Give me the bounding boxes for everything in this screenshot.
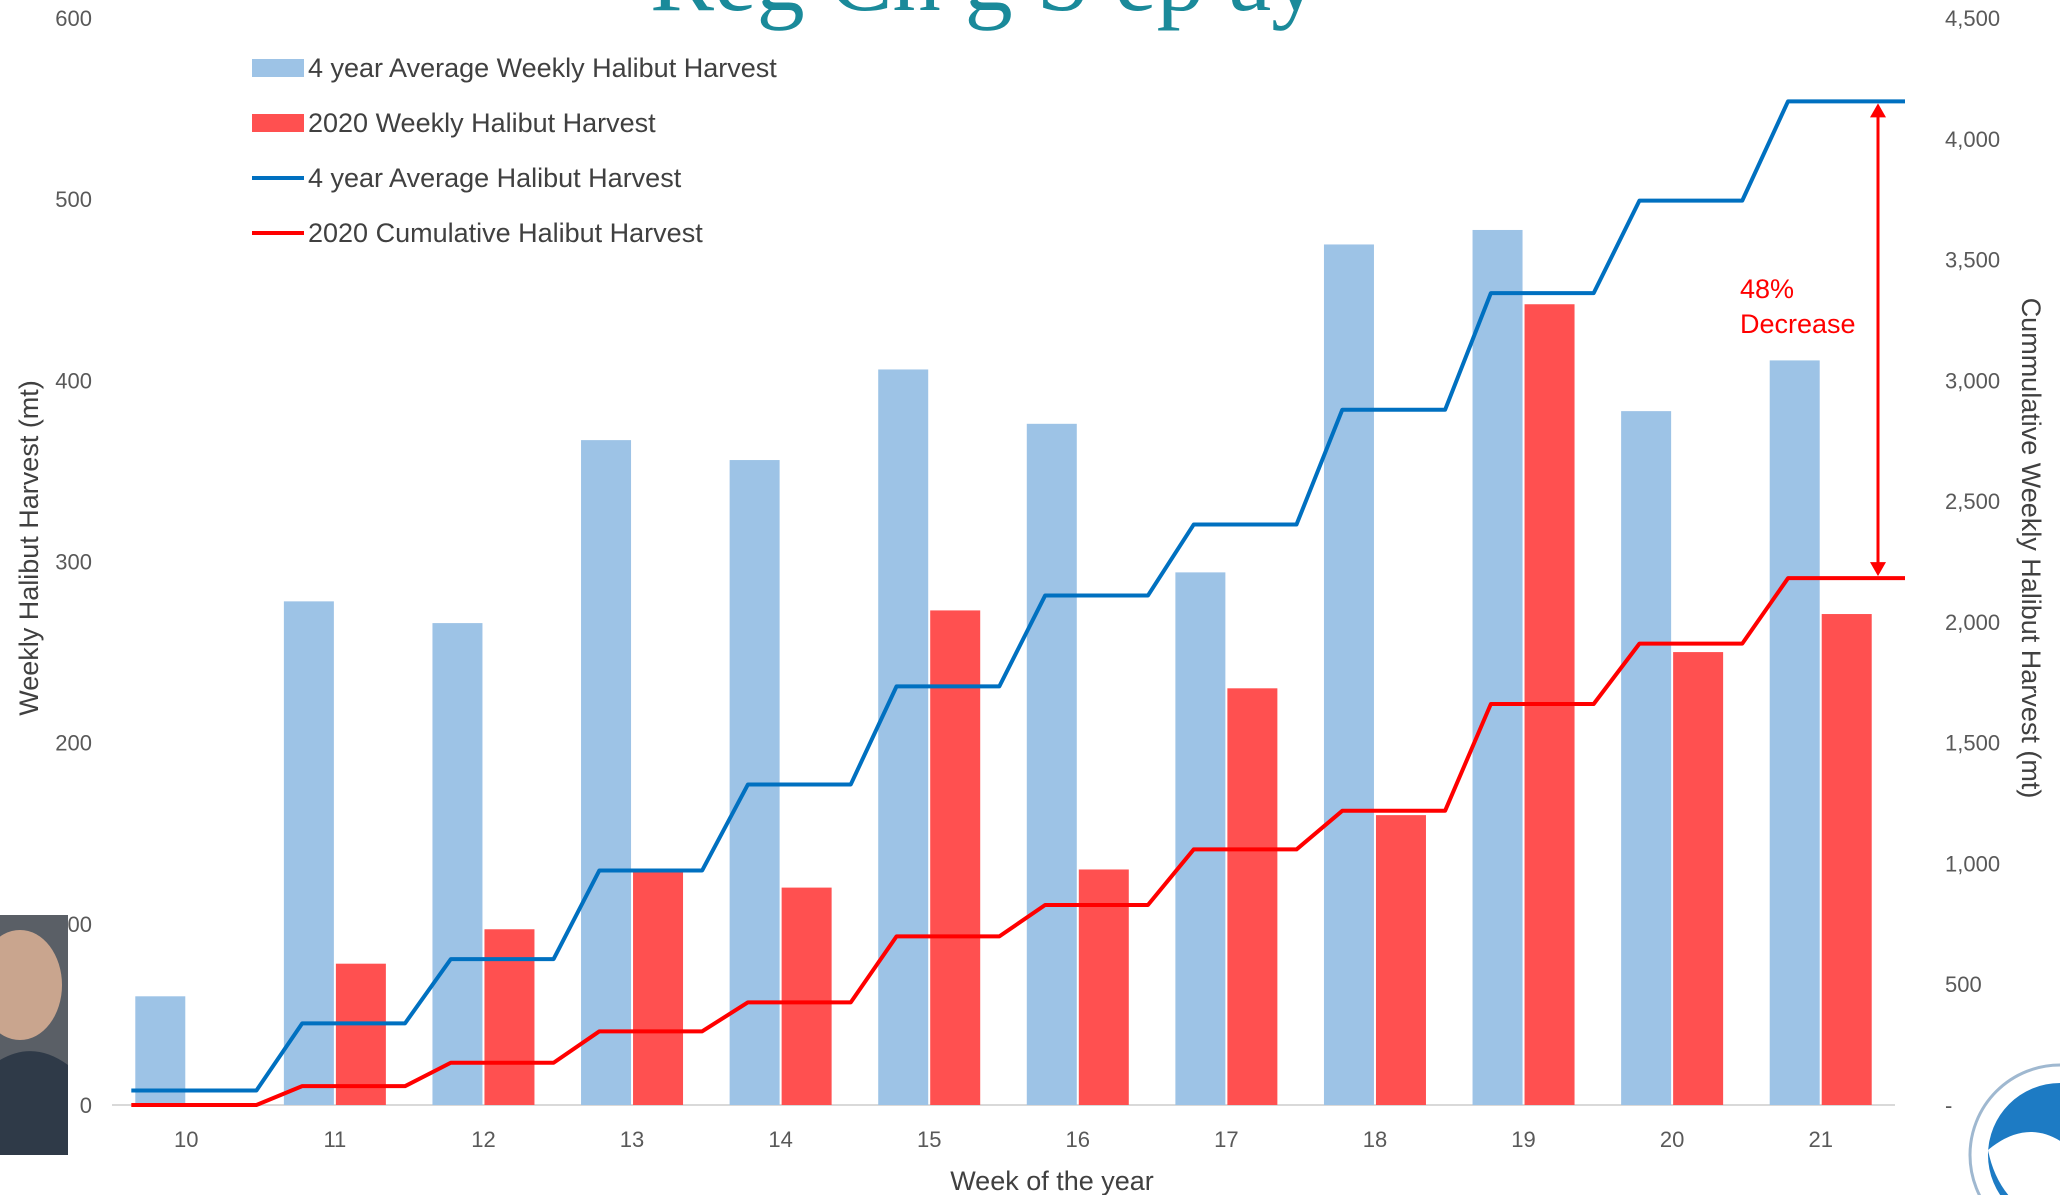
x-tick-label: 16	[1066, 1127, 1090, 1152]
bar-4yr-average-weekly	[1323, 244, 1374, 1106]
bar-4yr-average-weekly	[283, 601, 334, 1105]
bar-4yr-average-weekly	[1472, 229, 1523, 1106]
bar-4yr-average-weekly	[581, 440, 632, 1105]
y2-tick-label: 1,500	[1945, 731, 2000, 756]
y2-tick-label: 500	[1945, 972, 1982, 997]
y-tick-label: 300	[55, 550, 92, 575]
legend-swatch	[252, 59, 304, 77]
bar-2020-weekly	[781, 887, 832, 1105]
y-tick-label: 500	[55, 187, 92, 212]
y2-axis-title: Cummulative Weekly Halibut Harvest (mt)	[2016, 298, 2046, 799]
y2-tick-label: 4,500	[1945, 6, 2000, 31]
presenter-photo	[0, 915, 68, 1155]
y-tick-label: 200	[55, 731, 92, 756]
bar-4yr-average-weekly	[1026, 423, 1077, 1105]
x-tick-label: 13	[620, 1127, 644, 1152]
noaa-logo	[1968, 1063, 2060, 1195]
bar-2020-weekly	[1227, 688, 1278, 1105]
bar-4yr-average-weekly	[1175, 572, 1226, 1105]
legend-swatch	[252, 114, 304, 132]
legend-label: 2020 Weekly Halibut Harvest	[308, 108, 656, 138]
legend-label: 2020 Cumulative Halibut Harvest	[308, 218, 703, 248]
bars	[135, 229, 1872, 1106]
y2-tick-label: 3,500	[1945, 248, 2000, 273]
line-4-year-average-halibut-harvest	[131, 99, 1905, 1093]
x-tick-label: 20	[1660, 1127, 1684, 1152]
line-2020-cumulative-halibut-harvest	[131, 576, 1905, 1107]
y-tick-label: 600	[55, 6, 92, 31]
bar-2020-weekly	[1078, 869, 1129, 1105]
annotation: 48% Decrease	[1740, 103, 1886, 577]
x-tick-label: 15	[917, 1127, 941, 1152]
bar-2020-weekly	[633, 869, 684, 1105]
x-axis: 10 11 12 13 14 15 16 17 18 19 20 21	[112, 1104, 1895, 1152]
x-tick-label: 11	[323, 1127, 346, 1152]
y-tick-label: 0	[80, 1093, 92, 1118]
annotation-arrow-head-bottom	[1870, 562, 1886, 577]
annotation-text: Decrease	[1740, 309, 1856, 339]
annotation-arrow-head-top	[1870, 103, 1886, 118]
lines	[131, 99, 1905, 1107]
y-axis-right: - 500 1,000 1,500 2,000 2,500 3,000 3,500 4,000 4…	[1945, 6, 2000, 1118]
x-tick-label: 17	[1214, 1127, 1238, 1152]
bar-4yr-average-weekly	[1621, 411, 1672, 1105]
y2-tick-label: -	[1945, 1093, 1952, 1118]
x-tick-label: 10	[174, 1127, 198, 1152]
x-tick-label: 18	[1363, 1127, 1387, 1152]
bar-4yr-average-weekly	[432, 623, 483, 1105]
slide-heading: Reg Ch g S ep ay	[650, 0, 1319, 31]
y2-tick-label: 2,500	[1945, 489, 2000, 514]
y2-tick-label: 3,000	[1945, 368, 2000, 393]
bar-2020-weekly	[335, 963, 386, 1105]
bar-2020-weekly	[1673, 652, 1724, 1105]
x-tick-label: 19	[1511, 1127, 1535, 1152]
legend-label: 4 year Average Weekly Halibut Harvest	[308, 53, 777, 83]
x-axis-title: Week of the year	[950, 1166, 1154, 1195]
bar-4yr-average-weekly	[1769, 360, 1820, 1105]
y2-tick-label: 2,000	[1945, 610, 2000, 635]
legend: 4 year Average Weekly Halibut Harvest 202…	[252, 53, 777, 248]
bar-2020-weekly	[1821, 614, 1872, 1105]
bar-4yr-average-weekly	[135, 996, 186, 1105]
bar-2020-weekly	[484, 929, 535, 1105]
bar-2020-weekly	[930, 610, 981, 1105]
y-axis-title: Weekly Halibut Harvest (mt)	[14, 380, 44, 716]
legend-label: 4 year Average Halibut Harvest	[308, 163, 682, 193]
y-tick-label: 400	[55, 368, 92, 393]
x-tick-label: 14	[768, 1127, 792, 1152]
bar-2020-weekly	[1375, 815, 1426, 1105]
x-tick-label: 21	[1808, 1127, 1832, 1152]
annotation-text: 48%	[1740, 274, 1794, 304]
y2-tick-label: 1,000	[1945, 851, 2000, 876]
bar-4yr-average-weekly	[878, 369, 929, 1105]
x-tick-label: 12	[471, 1127, 495, 1152]
y2-tick-label: 4,000	[1945, 127, 2000, 152]
